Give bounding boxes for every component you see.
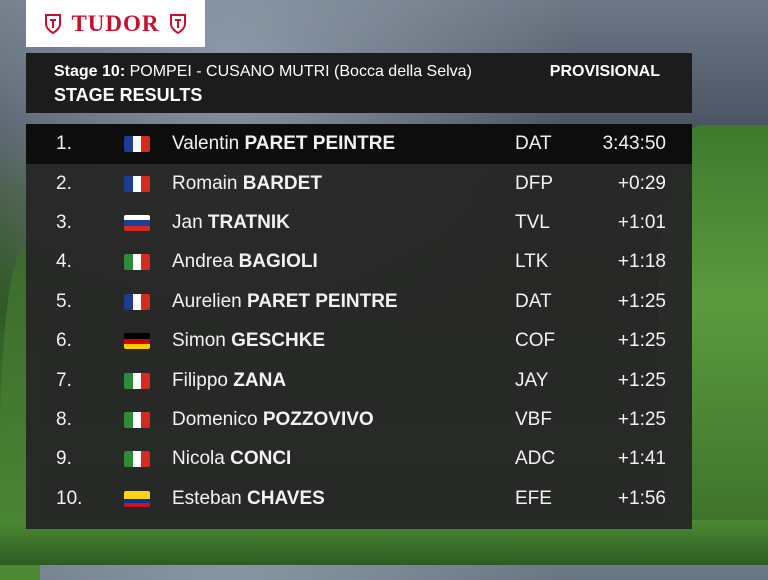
time-gap: +1:25 xyxy=(617,369,666,391)
country-flag-icon xyxy=(124,175,150,192)
table-row: 6. Simon GESCHKE COF +1:25 xyxy=(26,322,692,361)
rider-first-name: Nicola xyxy=(172,448,225,470)
stage-label: Stage 10: xyxy=(54,63,126,80)
country-flag-icon xyxy=(124,215,150,232)
country-flag-icon xyxy=(124,333,150,350)
position-cell: 5. xyxy=(56,290,72,312)
position-cell: 3. xyxy=(56,212,72,234)
rider-name: Andrea BAGIOLI xyxy=(172,251,318,273)
rider-name: Aurelien PARET PEINTRE xyxy=(172,291,398,313)
team-code: DFP xyxy=(515,172,553,194)
position-cell: 4. xyxy=(56,251,72,273)
team-code: DAT xyxy=(515,133,552,154)
time-gap: +1:25 xyxy=(617,290,666,312)
rider-first-name: Jan xyxy=(172,212,203,234)
time-gap: +0:29 xyxy=(617,172,666,194)
rider-name: Simon GESCHKE xyxy=(172,330,325,352)
position-cell: 1. xyxy=(56,133,72,154)
position-cell: 2. xyxy=(56,172,72,194)
team-code: EFE xyxy=(515,487,552,509)
rider-name: Filippo ZANA xyxy=(172,370,286,392)
rider-first-name: Romain xyxy=(172,172,238,194)
team-code: TVL xyxy=(515,212,550,234)
rider-name: Jan TRATNIK xyxy=(172,212,290,234)
team-code: VBF xyxy=(515,409,552,431)
country-flag-icon xyxy=(124,136,150,152)
rider-last-name: TRATNIK xyxy=(207,212,290,234)
time-gap: +1:25 xyxy=(617,409,666,431)
rider-last-name: BAGIOLI xyxy=(238,251,318,273)
rider-name: Nicola CONCI xyxy=(172,448,291,470)
position-cell: 6. xyxy=(56,330,72,352)
position-cell: 7. xyxy=(56,369,72,391)
rider-last-name: CONCI xyxy=(230,448,292,470)
rider-last-name: PARET PEINTRE xyxy=(247,290,398,312)
results-table: 1. Valentin PARET PEINTRE DAT 3:43:50 2. Roma… xyxy=(26,124,692,529)
table-row: 4. Andrea BAGIOLI LTK +1:18 xyxy=(26,243,692,282)
time-gap: +1:41 xyxy=(617,448,666,470)
page-title: STAGE RESULTS xyxy=(54,85,203,105)
rider-last-name: BARDET xyxy=(242,172,322,194)
time-gap: 3:43:50 xyxy=(602,133,666,154)
time-gap: +1:25 xyxy=(617,330,666,352)
stage-route: POMPEI - CUSANO MUTRI (Bocca della Selva… xyxy=(129,63,472,80)
position-cell: 9. xyxy=(56,448,72,470)
table-row: 3. Jan TRATNIK TVL +1:01 xyxy=(26,203,692,242)
team-code: COF xyxy=(515,330,556,352)
rider-last-name: CHAVES xyxy=(247,487,325,509)
shield-icon xyxy=(169,13,186,34)
time-gap: +1:01 xyxy=(617,212,666,234)
table-row: 10. Esteban CHAVES EFE +1:56 xyxy=(26,479,692,518)
status-badge: PROVISIONAL xyxy=(549,63,660,80)
country-flag-icon xyxy=(124,254,150,271)
time-gap: +1:18 xyxy=(617,251,666,273)
sponsor-wordmark: TUDOR xyxy=(71,10,160,36)
table-row: 5. Aurelien PARET PEINTRE DAT +1:25 xyxy=(26,282,692,321)
rider-name: Romain BARDET xyxy=(172,173,322,195)
rider-first-name: Domenico xyxy=(172,409,258,431)
table-row: 9. Nicola CONCI ADC +1:41 xyxy=(26,440,692,479)
rider-name: Esteban CHAVES xyxy=(172,488,325,510)
rider-first-name: Simon xyxy=(172,330,226,352)
table-row: 7. Filippo ZANA JAY +1:25 xyxy=(26,361,692,400)
rider-name: Valentin PARET PEINTRE xyxy=(172,133,395,155)
rider-first-name: Valentin xyxy=(172,133,240,154)
rider-first-name: Andrea xyxy=(172,251,234,273)
rider-last-name: PARET PEINTRE xyxy=(244,133,396,154)
results-header: Stage 10: POMPEI - CUSANO MUTRI (Bocca d… xyxy=(26,53,692,113)
team-code: DAT xyxy=(515,290,552,312)
position-cell: 10. xyxy=(56,487,83,509)
team-code: ADC xyxy=(515,448,556,470)
stage-line: Stage 10: POMPEI - CUSANO MUTRI (Bocca d… xyxy=(54,63,692,81)
table-row: 8. Domenico POZZOVIVO VBF +1:25 xyxy=(26,400,692,439)
country-flag-icon xyxy=(124,451,150,468)
position-cell: 8. xyxy=(56,409,72,431)
country-flag-icon xyxy=(124,412,150,429)
sponsor-logo: TUDOR xyxy=(26,0,205,47)
rider-first-name: Filippo xyxy=(172,369,228,391)
rider-first-name: Esteban xyxy=(172,487,242,509)
table-row: 1. Valentin PARET PEINTRE DAT 3:43:50 xyxy=(26,124,692,164)
country-flag-icon xyxy=(124,490,150,507)
table-row: 2. Romain BARDET DFP +0:29 xyxy=(26,164,692,203)
country-flag-icon xyxy=(124,293,150,310)
country-flag-icon xyxy=(124,372,150,389)
team-code: JAY xyxy=(515,369,549,391)
team-code: LTK xyxy=(515,251,549,273)
time-gap: +1:56 xyxy=(617,487,666,509)
rider-last-name: ZANA xyxy=(233,369,287,391)
shield-icon xyxy=(45,13,62,34)
rider-first-name: Aurelien xyxy=(172,290,242,312)
rider-name: Domenico POZZOVIVO xyxy=(172,409,374,431)
rider-last-name: GESCHKE xyxy=(231,330,326,352)
rider-last-name: POZZOVIVO xyxy=(262,409,374,431)
